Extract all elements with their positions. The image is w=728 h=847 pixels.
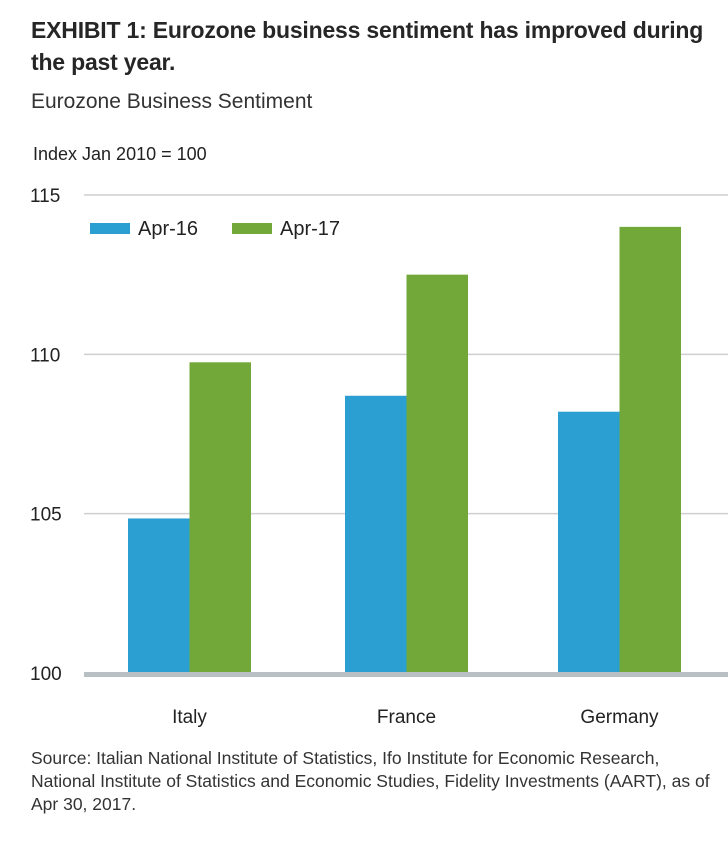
x-category-labels: Italy France Germany	[172, 707, 659, 728]
legend: Apr-16 Apr-17	[90, 218, 340, 240]
legend-label: Apr-16	[138, 218, 198, 240]
bar-germany-apr-17	[619, 226, 681, 673]
x-category-label: Germany	[580, 707, 659, 728]
y-tick-labels: 100 105 110 115	[30, 186, 62, 685]
bar-germany-apr-16	[558, 411, 620, 673]
bar-france-apr-17	[406, 274, 468, 673]
legend-swatch	[90, 223, 130, 234]
y-tick-label: 110	[30, 345, 60, 366]
x-category-label: Italy	[172, 707, 207, 728]
bar-italy-apr-16	[128, 518, 190, 673]
y-tick-label: 100	[30, 664, 62, 685]
bars	[128, 226, 681, 673]
y-axis-unit-label: Index Jan 2010 = 100	[33, 144, 207, 164]
bar-france-apr-16	[345, 395, 407, 673]
chart-subtitle: Eurozone Business Sentiment	[31, 90, 313, 113]
source-note: Source: Italian National Institute of St…	[31, 748, 710, 814]
y-tick-label: 105	[30, 505, 62, 526]
x-category-label: France	[377, 707, 436, 728]
exhibit-title: EXHIBIT 1: Eurozone business sentiment h…	[31, 17, 704, 75]
x-axis-line	[84, 672, 728, 677]
bar-italy-apr-17	[189, 362, 251, 673]
legend-swatch	[232, 223, 272, 234]
x-axis	[84, 672, 728, 677]
y-tick-label: 115	[30, 186, 60, 207]
legend-label: Apr-17	[280, 218, 340, 240]
